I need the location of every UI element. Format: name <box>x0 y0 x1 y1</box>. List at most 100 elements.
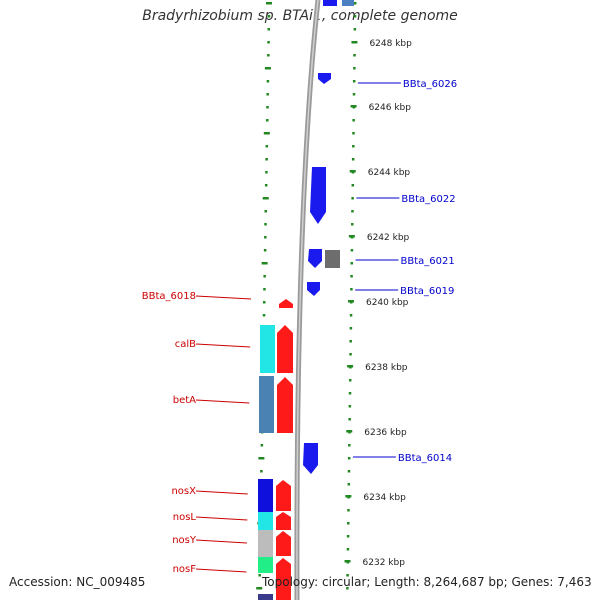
tick-labels: 6248 kbp 6246 kbp 6244 kbp 6242 kbp 6240 kbp… <box>344 39 412 568</box>
forward-strand-features <box>258 299 293 600</box>
gene-leader-line <box>195 490 248 495</box>
ruler-dot <box>260 444 264 447</box>
outer-ruler <box>346 2 357 590</box>
forward-gene-nosL <box>276 512 291 530</box>
ruler-dot <box>262 197 269 200</box>
ruler-dot <box>348 392 352 395</box>
ruler-dot <box>258 457 265 460</box>
ruler-dot <box>256 587 263 590</box>
ruler-dot <box>266 93 269 96</box>
ruler-dot <box>348 379 352 382</box>
block-nosF <box>258 557 273 573</box>
ruler-dot <box>262 301 266 304</box>
tick-label: 6232 kbp <box>363 558 406 568</box>
major-tick <box>347 365 354 368</box>
ruler-dot <box>352 132 355 135</box>
gene-label: BBta_6021 <box>401 256 455 267</box>
block-betA <box>259 376 274 433</box>
reverse-gene-6020 <box>325 250 340 268</box>
ruler-dot <box>266 119 269 122</box>
gene-leader-line <box>195 399 250 404</box>
gene-leader-line <box>195 568 247 573</box>
ruler-dot <box>266 80 270 83</box>
gene-label: calB <box>175 339 196 350</box>
ruler-dot <box>353 28 357 31</box>
major-tick <box>351 41 358 44</box>
map-title: Bradyrhizobium sp. BTAi1, complete genom… <box>142 8 458 24</box>
ruler-dot <box>261 262 268 265</box>
ruler-dot <box>265 158 268 161</box>
ruler-dot <box>263 275 266 278</box>
block-nosY <box>258 530 273 557</box>
reverse-gene-6026 <box>318 73 331 84</box>
ruler-dot <box>351 184 355 187</box>
reverse-strand-features <box>303 0 354 474</box>
tick-label: 6234 kbp <box>363 493 406 503</box>
gene-label: BBta_6014 <box>398 453 452 464</box>
ruler-dot <box>263 288 266 291</box>
ruler-dot <box>349 353 352 356</box>
ruler-dot <box>350 288 353 291</box>
major-tick <box>347 300 354 303</box>
genome-backbone-highlight <box>296 0 319 600</box>
gene-label: betA <box>173 395 196 406</box>
ruler-dot <box>352 80 356 83</box>
gene-leader-line <box>195 539 247 544</box>
ruler-dot <box>267 41 270 44</box>
ruler-dot <box>350 262 354 265</box>
gene-leader-line <box>195 516 248 521</box>
forward-gene-nosY <box>276 531 291 556</box>
ruler-dot <box>260 470 263 473</box>
ruler-dot <box>258 574 261 577</box>
ruler-dot <box>347 509 350 512</box>
ruler-dot <box>346 535 350 538</box>
ruler-dot <box>349 340 352 343</box>
forward-gene-6018 <box>279 299 293 308</box>
ruler-dot <box>347 457 351 460</box>
ruler-dot <box>346 587 349 590</box>
gene-labels: BBta_6026 BBta_6022 BBta_6021 BBta_6019 BBta… <box>142 79 457 575</box>
ruler-dot <box>264 184 268 187</box>
ruler-dot <box>264 236 267 239</box>
ruler-dot <box>353 2 357 5</box>
tick-label: 6238 kbp <box>365 363 408 373</box>
major-tick <box>349 170 356 173</box>
major-tick <box>346 430 353 433</box>
major-tick <box>348 235 355 238</box>
major-tick <box>345 495 352 498</box>
ruler-dot <box>267 54 270 57</box>
ruler-dot <box>346 574 349 577</box>
ruler-dot <box>263 132 270 135</box>
ruler-dot <box>353 15 357 18</box>
tick-label: 6236 kbp <box>364 428 407 438</box>
ruler-dot <box>262 314 266 317</box>
major-tick <box>350 105 357 108</box>
ruler-dot <box>352 119 355 122</box>
gene-label: BBta_6019 <box>400 286 454 297</box>
forward-gene-betA <box>277 377 293 433</box>
ruler-dot <box>348 405 352 408</box>
ruler-dot <box>263 249 267 252</box>
ruler-dot <box>348 418 351 421</box>
gene-label: BBta_6018 <box>142 291 196 302</box>
gene-label: nosF <box>173 564 197 575</box>
gene-label: nosL <box>173 512 197 523</box>
block-calB <box>260 325 275 373</box>
ruler-dot <box>350 275 353 278</box>
ruler-dot <box>351 197 354 200</box>
ruler-dot <box>267 15 271 18</box>
gene-leader-line <box>195 343 251 348</box>
ruler-dot <box>267 28 271 31</box>
reverse-gene-top <box>323 0 337 6</box>
ruler-dot <box>264 210 267 213</box>
reverse-gene-6021 <box>308 249 322 268</box>
ruler-dot <box>347 470 351 473</box>
gene-label: nosX <box>171 486 196 497</box>
ruler-dot <box>264 67 271 70</box>
genome-summary-text: Topology: circular; Length: 8,264,687 bp… <box>262 575 592 589</box>
tick-label: 6248 kbp <box>369 39 412 49</box>
block-nosX <box>258 479 273 512</box>
ruler-dot <box>265 145 269 148</box>
ruler-dot <box>353 54 356 57</box>
